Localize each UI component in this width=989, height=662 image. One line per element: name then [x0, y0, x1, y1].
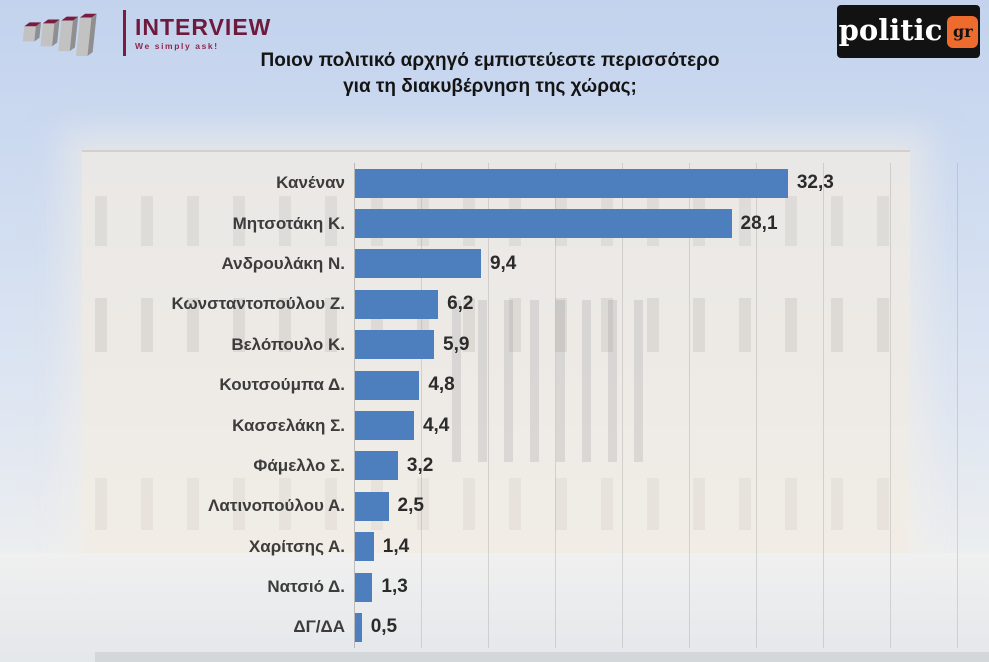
category-label: Λατινοπούλου Α.: [208, 496, 345, 516]
background-window-band: [95, 478, 895, 530]
category-label: ΔΓ/ΔΑ: [293, 617, 345, 637]
category-label: Κουτσούμπα Δ.: [219, 375, 345, 395]
category-label: Κασσελάκη Σ.: [232, 415, 345, 435]
background-bottom-strip: [95, 652, 989, 662]
value-label: 32,3: [796, 172, 834, 194]
chart-row: Μητσοτάκη Κ. 28,1: [0, 203, 989, 243]
background-window-band: [95, 298, 895, 352]
value-label: 2,5: [397, 495, 424, 517]
value-label: 5,9: [443, 333, 470, 355]
value-label: 3,2: [406, 454, 434, 476]
interview-logo-name: INTERVIEW: [135, 14, 272, 40]
chart-row: Κωνσταντοπούλου Ζ. 6,2: [0, 284, 989, 324]
category-label: Νατσιό Δ.: [267, 577, 345, 597]
politic-logo: politic gr: [837, 5, 980, 58]
bar: [355, 572, 373, 602]
chart-row: Κασσελάκη Σ. 4,4: [0, 405, 989, 445]
page-title: Ποιον πολιτικό αρχηγό εμπιστεύεστε περισ…: [235, 48, 745, 100]
bar: [355, 411, 414, 441]
bar: [355, 330, 435, 360]
bar: [355, 532, 374, 562]
value-label: 4,8: [428, 374, 455, 396]
bar: [355, 209, 732, 239]
page-title-line1: Ποιον πολιτικό αρχηγό εμπιστεύεστε περισ…: [260, 50, 720, 71]
chart-row: Νατσιό Δ. 1,3: [0, 567, 989, 607]
interview-logo: INTERVIEW We simply ask!: [20, 6, 271, 60]
value-label: 6,2: [447, 293, 474, 315]
bar: [355, 451, 398, 481]
category-label: Ανδρουλάκη Ν.: [221, 253, 346, 273]
value-label: 0,5: [370, 616, 398, 638]
category-label: Χαρίτσης Α.: [248, 536, 345, 556]
bar-chart-3d-icon: [20, 4, 116, 63]
bar: [355, 370, 420, 400]
value-label: 1,3: [381, 576, 408, 598]
chart-row: Κουτσούμπα Δ. 4,8: [0, 365, 989, 405]
chart-row: Φάμελλο Σ. 3,2: [0, 446, 989, 486]
bar: [355, 612, 362, 642]
politic-logo-text: politic: [838, 12, 943, 47]
value-label: 28,1: [740, 212, 778, 234]
politic-logo-gr-badge: gr: [947, 15, 979, 48]
background-portico-columns: [452, 300, 652, 462]
chart-row: Βελόπουλο Κ. 5,9: [0, 325, 989, 365]
bar: [355, 491, 389, 521]
category-label: Μητσοτάκη Κ.: [232, 213, 345, 233]
bar: [355, 249, 481, 279]
bar-chart: Κανέναν 32,3 Μητσοτάκη Κ. 28,1 Ανδρουλάκη Ν.…: [0, 163, 989, 648]
value-label: 9,4: [489, 252, 517, 274]
chart-row: Λατινοπούλου Α. 2,5: [0, 486, 989, 526]
category-label: Φάμελλο Σ.: [253, 455, 345, 475]
value-label: 1,4: [382, 535, 410, 557]
category-label: Βελόπουλο Κ.: [231, 334, 345, 354]
chart-row: Ανδρουλάκη Ν. 9,4: [0, 244, 989, 284]
bar: [355, 289, 439, 319]
bar: [355, 168, 788, 198]
chart-row: Κανέναν 32,3: [0, 163, 989, 203]
chart-row: Χαρίτσης Α. 1,4: [0, 527, 989, 567]
plot-grid: [354, 163, 967, 648]
page-title-line2: για τη διακυβέρνηση της χώρας;: [343, 76, 637, 97]
logo-divider: [123, 10, 126, 56]
chart-row: ΔΓ/ΔΑ 0,5: [0, 607, 989, 647]
value-label: 4,4: [422, 414, 450, 436]
category-label: Κανέναν: [276, 173, 345, 193]
interview-logo-tagline: We simply ask!: [135, 41, 219, 51]
category-label: Κωνσταντοπούλου Ζ.: [171, 294, 345, 314]
background-ground: [0, 553, 989, 662]
